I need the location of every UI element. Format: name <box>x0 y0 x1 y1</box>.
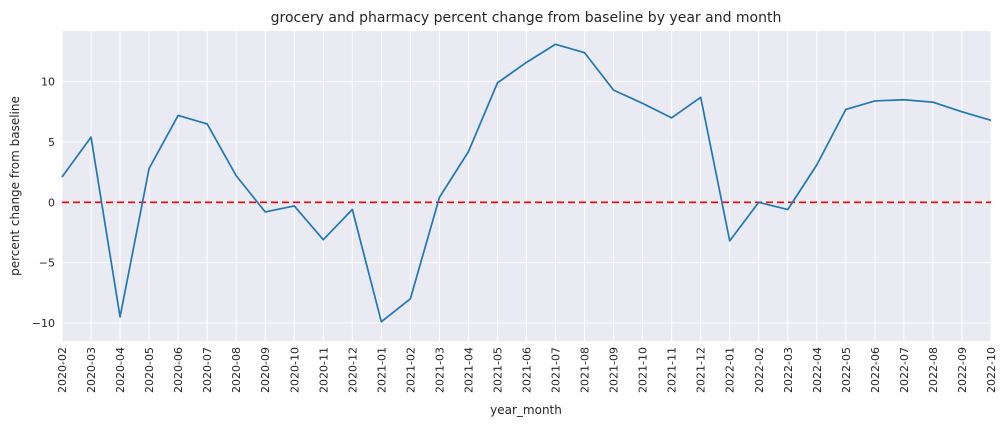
data-point <box>292 204 296 208</box>
x-tick-label: 2021-04 <box>462 347 475 393</box>
x-tick-label: 2020-06 <box>172 347 185 393</box>
x-tick-label: 2020-07 <box>201 347 214 393</box>
data-point <box>757 200 761 204</box>
x-tick-label: 2020-03 <box>85 347 98 393</box>
data-point <box>408 297 412 301</box>
x-tick-label: 2020-09 <box>259 347 272 393</box>
x-grid <box>61 31 992 341</box>
x-tick-label: 2021-02 <box>404 347 417 393</box>
x-tick-label: 2020-12 <box>346 347 359 393</box>
data-point <box>786 207 790 211</box>
x-tick-label: 2022-07 <box>898 347 911 393</box>
data-point <box>118 315 122 319</box>
data-point <box>60 175 64 179</box>
data-point <box>960 110 964 114</box>
y-tick-label: 0 <box>48 196 55 209</box>
x-tick-label: 2020-04 <box>114 347 127 393</box>
x-tick-label: 2021-05 <box>491 347 504 393</box>
x-tick-label: 2022-09 <box>956 347 969 393</box>
data-point <box>989 118 993 122</box>
data-point <box>176 113 180 117</box>
data-point <box>321 237 325 241</box>
x-tick-label: 2021-03 <box>433 347 446 393</box>
data-point <box>524 60 528 64</box>
x-tick-label: 2020-11 <box>317 347 330 393</box>
data-point <box>147 166 151 170</box>
x-tick-label: 2022-08 <box>927 347 940 393</box>
x-tick-label: 2022-02 <box>753 347 766 393</box>
x-tick-label: 2020-02 <box>56 347 69 393</box>
chart-title: grocery and pharmacy percent change from… <box>271 10 782 26</box>
y-axis-label: percent change from baseline <box>8 96 22 276</box>
x-tick-label: 2022-04 <box>811 347 824 393</box>
data-point <box>669 116 673 120</box>
data-point <box>379 320 383 324</box>
x-axis-label: year_month <box>490 403 562 417</box>
data-point <box>640 101 644 105</box>
data-point <box>698 95 702 99</box>
data-point <box>844 107 848 111</box>
x-tick-label: 2020-10 <box>288 347 301 393</box>
series-line <box>61 43 992 323</box>
x-tick-label: 2021-09 <box>608 347 621 393</box>
data-point <box>582 51 586 55</box>
series-layer <box>60 42 993 324</box>
data-point <box>263 210 267 214</box>
y-tick-labels: −10 −5 0 5 10 <box>32 76 55 330</box>
x-tick-label: 2022-03 <box>782 347 795 393</box>
data-point <box>466 149 470 153</box>
x-tick-label: 2021-08 <box>579 347 592 393</box>
data-point <box>89 135 93 139</box>
x-tick-label: 2022-06 <box>869 347 882 393</box>
data-point <box>350 207 354 211</box>
x-tick-label: 2021-01 <box>375 347 388 393</box>
data-point <box>931 100 935 104</box>
y-tick-label: 10 <box>41 76 55 89</box>
data-point <box>902 98 906 102</box>
data-point <box>437 195 441 199</box>
x-tick-label: 2022-01 <box>724 347 737 393</box>
x-tick-label: 2021-06 <box>521 347 534 393</box>
x-tick-label: 2022-10 <box>985 347 998 393</box>
x-tick-label: 2021-12 <box>695 347 708 393</box>
data-point <box>873 99 877 103</box>
data-point <box>205 122 209 126</box>
data-point <box>815 163 819 167</box>
data-point <box>553 42 557 46</box>
data-point <box>728 239 732 243</box>
data-point <box>611 88 615 92</box>
x-tick-labels: 2020-02 2020-03 2020-04 2020-05 2020-06 2020-… <box>56 347 998 393</box>
x-tick-label: 2021-11 <box>666 347 679 393</box>
data-point <box>495 81 499 85</box>
y-tick-label: 5 <box>48 136 55 149</box>
x-tick-label: 2020-05 <box>143 347 156 393</box>
x-tick-label: 2021-10 <box>637 347 650 393</box>
x-tick-label: 2022-05 <box>840 347 853 393</box>
x-tick-label: 2020-08 <box>230 347 243 393</box>
data-point <box>234 174 238 178</box>
y-tick-label: −10 <box>32 317 55 330</box>
y-tick-label: −5 <box>39 257 55 270</box>
x-tick-label: 2021-07 <box>550 347 563 393</box>
